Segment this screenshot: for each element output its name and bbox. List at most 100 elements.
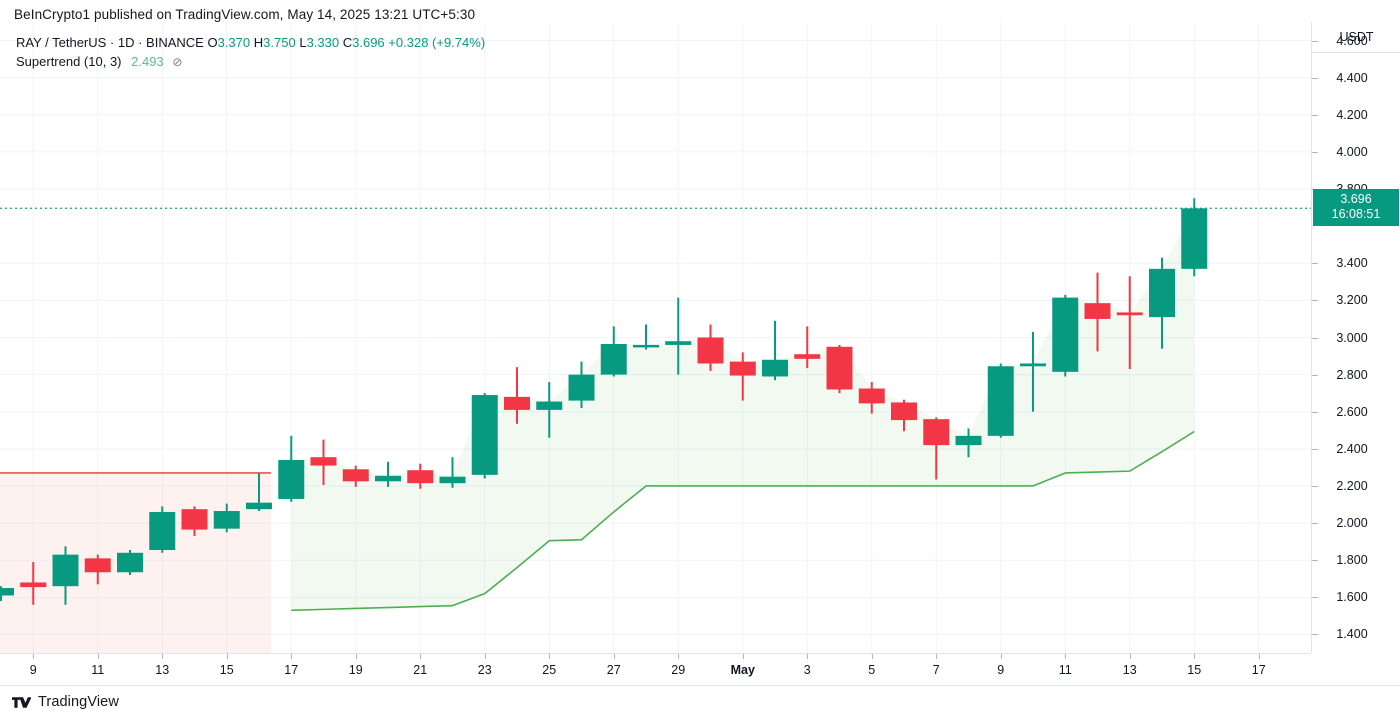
price-tick: 2.000 bbox=[1336, 516, 1368, 531]
time-tick-mark bbox=[33, 654, 35, 659]
price-tick: 4.400 bbox=[1336, 70, 1368, 85]
time-tick: 29 bbox=[671, 663, 686, 677]
legend-change-value: +0.328 (+9.74%) bbox=[388, 35, 486, 50]
time-tick-mark bbox=[807, 654, 809, 659]
price-tick: 2.200 bbox=[1336, 478, 1368, 493]
tradingview-brand-text: TradingView bbox=[38, 694, 119, 710]
price-tick: 1.400 bbox=[1336, 627, 1368, 642]
time-tick: 27 bbox=[606, 663, 621, 677]
time-tick-mark bbox=[162, 654, 164, 659]
price-tick: 3.200 bbox=[1336, 293, 1368, 308]
chart-plot-area[interactable] bbox=[0, 22, 1311, 653]
time-tick-mark bbox=[1129, 654, 1131, 659]
time-tick-mark bbox=[484, 654, 486, 659]
time-tick-mark bbox=[549, 654, 551, 659]
time-tick: 11 bbox=[91, 663, 105, 677]
time-tick: 3 bbox=[803, 663, 811, 677]
current-price-value: 3.696 bbox=[1340, 192, 1372, 207]
legend-high-value: 3.750 bbox=[263, 35, 296, 50]
legend-low-value: 3.330 bbox=[306, 35, 340, 50]
price-tick: 2.400 bbox=[1336, 441, 1368, 456]
tradingview-logo-icon bbox=[12, 696, 31, 708]
legend-symbol: RAY / TetherUS · 1D · BINANCE bbox=[16, 35, 204, 50]
price-tick: 3.400 bbox=[1336, 256, 1368, 271]
time-tick: 13 bbox=[1122, 663, 1137, 677]
price-tick-mark bbox=[1312, 374, 1318, 376]
price-tick-mark bbox=[1312, 634, 1318, 636]
time-tick-mark bbox=[226, 654, 228, 659]
time-tick-mark bbox=[420, 654, 422, 659]
current-price-time: 16:08:51 bbox=[1331, 207, 1381, 222]
price-scale-unit: USDT bbox=[1312, 30, 1400, 53]
time-tick: 23 bbox=[477, 663, 492, 677]
time-tick-mark bbox=[742, 654, 744, 659]
price-scale[interactable]: USDT 4.6004.4004.2004.0003.8003.4003.200… bbox=[1311, 22, 1400, 653]
price-tick-mark bbox=[1312, 77, 1318, 79]
price-tick: 4.600 bbox=[1336, 33, 1368, 48]
time-tick: 13 bbox=[155, 663, 170, 677]
price-tick: 4.200 bbox=[1336, 107, 1368, 122]
price-tick-mark bbox=[1312, 263, 1318, 265]
price-tick: 2.600 bbox=[1336, 404, 1368, 419]
time-tick-mark bbox=[1065, 654, 1067, 659]
price-tick: 2.800 bbox=[1336, 367, 1368, 382]
time-tick: 17 bbox=[284, 663, 299, 677]
time-scale[interactable]: 9 11 13 15 17 19 21 23 25 27 29 May 3 5 7 9 11 13 15 17 bbox=[0, 653, 1311, 686]
time-tick-mark bbox=[1000, 654, 1002, 659]
legend-open-label: O bbox=[207, 35, 218, 50]
price-tick: 1.800 bbox=[1336, 553, 1368, 568]
time-tick-mark bbox=[1194, 654, 1196, 659]
time-tick-mark bbox=[613, 654, 615, 659]
time-tick-mark bbox=[871, 654, 873, 659]
price-tick-mark bbox=[1312, 40, 1318, 42]
time-tick: 25 bbox=[542, 663, 557, 677]
price-tick-mark bbox=[1312, 411, 1318, 413]
time-tick: 5 bbox=[868, 663, 876, 677]
legend-symbol-row[interactable]: RAY / TetherUS · 1D · BINANCE O3.370 H3.… bbox=[16, 33, 485, 52]
time-tick: 15 bbox=[1187, 663, 1202, 677]
price-tick-mark bbox=[1312, 300, 1318, 302]
eye-off-icon[interactable]: ⊘ bbox=[172, 55, 183, 69]
attribution-text: BeInCrypto1 published on TradingView.com… bbox=[14, 7, 476, 22]
price-tick-mark bbox=[1312, 485, 1318, 487]
candlestick-svg bbox=[0, 22, 1311, 653]
tradingview-brand[interactable]: TradingView bbox=[12, 694, 119, 710]
legend-close-value: 3.696 bbox=[352, 35, 385, 50]
legend-low-label: L bbox=[299, 35, 307, 50]
chart-legend: RAY / TetherUS · 1D · BINANCE O3.370 H3.… bbox=[16, 33, 485, 71]
time-tick: 11 bbox=[1058, 663, 1072, 677]
time-tick-mark bbox=[291, 654, 293, 659]
price-tick-mark bbox=[1312, 523, 1318, 525]
legend-indicator-name: Supertrend (10, 3) bbox=[16, 54, 122, 69]
legend-open-value: 3.370 bbox=[217, 35, 251, 50]
time-tick-mark bbox=[355, 654, 357, 659]
time-tick: 9 bbox=[29, 663, 37, 677]
price-tick-mark bbox=[1312, 337, 1318, 339]
legend-high-label: H bbox=[253, 35, 264, 50]
time-tick-mark bbox=[678, 654, 680, 659]
price-tick: 1.600 bbox=[1336, 590, 1368, 605]
price-tick-mark bbox=[1312, 448, 1318, 450]
current-price-badge: 3.696 16:08:51 bbox=[1313, 189, 1399, 227]
time-tick: 15 bbox=[219, 663, 234, 677]
legend-indicator-value: 2.493 bbox=[131, 54, 164, 69]
time-tick-mark bbox=[936, 654, 938, 659]
time-tick-mark bbox=[97, 654, 99, 659]
price-tick: 4.000 bbox=[1336, 144, 1368, 159]
legend-indicator-row[interactable]: Supertrend (10, 3) 2.493 ⊘ bbox=[16, 52, 485, 71]
legend-close-label: C bbox=[342, 35, 353, 50]
time-tick: 7 bbox=[932, 663, 940, 677]
time-tick: 21 bbox=[413, 663, 428, 677]
price-tick-mark bbox=[1312, 151, 1318, 153]
price-tick-mark bbox=[1312, 114, 1318, 116]
price-tick-mark bbox=[1312, 560, 1318, 562]
time-tick-mark bbox=[1258, 654, 1260, 659]
time-tick: 9 bbox=[997, 663, 1005, 677]
time-tick: 19 bbox=[348, 663, 363, 677]
time-tick: May bbox=[730, 663, 755, 677]
price-tick-mark bbox=[1312, 597, 1318, 599]
bottom-divider bbox=[0, 685, 1400, 686]
price-tick: 3.000 bbox=[1336, 330, 1368, 345]
time-tick: 17 bbox=[1251, 663, 1266, 677]
